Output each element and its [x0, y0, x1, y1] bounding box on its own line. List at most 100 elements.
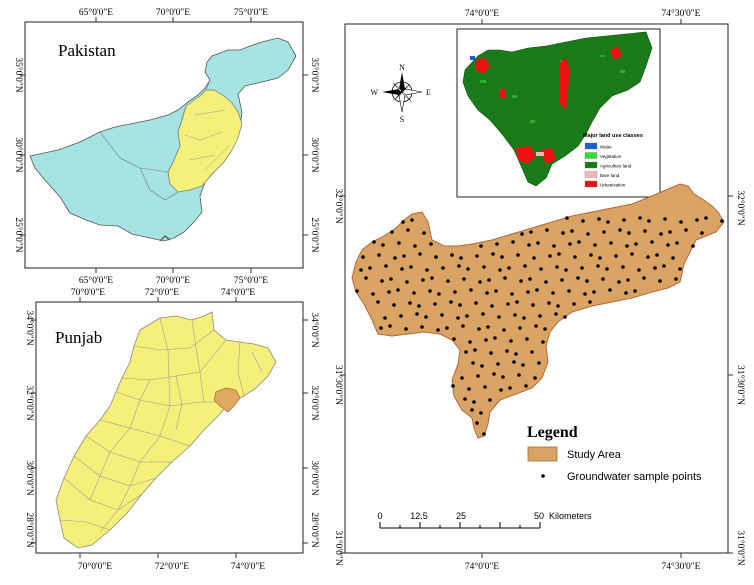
- sample-point: [402, 254, 406, 258]
- sample-points: [355, 216, 724, 436]
- sample-point: [588, 300, 592, 304]
- sample-point: [531, 303, 535, 307]
- sample-point: [405, 280, 409, 284]
- sample-point: [674, 277, 678, 281]
- sample-point: [482, 432, 486, 436]
- sample-point: [491, 252, 495, 256]
- pun-left-tick-3: 30°0'0"N: [24, 460, 35, 495]
- sample-point: [436, 328, 440, 332]
- sample-point: [359, 268, 363, 272]
- sample-point: [529, 230, 533, 234]
- sample-point: [425, 268, 429, 272]
- sample-point: [608, 288, 612, 292]
- sample-point: [601, 277, 605, 281]
- sample-point: [392, 303, 396, 307]
- pakistan-panel: 65°0'0"E 70°0'0"E 75°0'0"E 65°0'0"E 70°0…: [13, 7, 320, 286]
- inset-legend-swatch: [584, 152, 598, 159]
- sample-point: [556, 304, 560, 308]
- sample-point: [471, 361, 475, 365]
- sample-point: [589, 253, 593, 257]
- sample-point: [500, 255, 504, 259]
- sample-point: [515, 300, 519, 304]
- sample-point: [522, 316, 526, 320]
- sample-point: [655, 253, 659, 257]
- sample-point: [495, 242, 499, 246]
- sample-point: [551, 291, 555, 295]
- sample-point: [499, 388, 503, 392]
- sample-point: [479, 244, 483, 248]
- sample-point: [572, 302, 576, 306]
- punjab-title: Punjab: [55, 328, 102, 347]
- sample-point: [460, 376, 464, 380]
- sample-point: [642, 276, 646, 280]
- sample-point: [472, 400, 476, 404]
- sample-point: [494, 289, 498, 293]
- sample-point: [404, 327, 408, 331]
- sample-point: [653, 266, 657, 270]
- sample-point: [704, 216, 708, 220]
- sample-point: [482, 265, 486, 269]
- sample-point: [581, 219, 585, 223]
- sample-point: [417, 304, 421, 308]
- sample-point: [461, 324, 465, 328]
- sample-point: [630, 252, 634, 256]
- inset-land-use-map: [462, 31, 653, 187]
- pun-bottom-tick-2: 72°0'0"E: [155, 561, 189, 572]
- sample-point: [532, 256, 536, 260]
- sample-point: [505, 349, 509, 353]
- sample-point: [597, 217, 601, 221]
- sample-point: [410, 218, 414, 222]
- sample-point: [541, 340, 545, 344]
- sample-point: [547, 301, 551, 305]
- sample-point: [484, 338, 488, 342]
- sample-point: [459, 256, 463, 260]
- sample-point: [502, 328, 506, 332]
- pak-left-tick-2: 30°0'0"N: [13, 137, 24, 172]
- sample-point: [465, 314, 469, 318]
- sample-point: [415, 312, 419, 316]
- legend-study-area-label: Study Area: [567, 449, 622, 461]
- scale-tick-1: 12.5: [410, 511, 428, 521]
- sample-point: [557, 252, 561, 256]
- sample-point: [520, 232, 524, 236]
- sample-point: [576, 276, 580, 280]
- sample-point: [453, 290, 457, 294]
- sample-point: [624, 291, 628, 295]
- sample-point: [422, 231, 426, 235]
- sample-point: [555, 265, 559, 269]
- main-left-tick-3: 31°0'0"N: [333, 530, 344, 565]
- sample-point: [666, 243, 670, 247]
- sample-point: [527, 243, 531, 247]
- pak-right-tick-2: 30°0'0"N: [309, 137, 320, 172]
- sample-point: [573, 255, 577, 259]
- main-right-tick-3: 31°0'0"N: [735, 530, 746, 565]
- sample-point: [548, 254, 552, 258]
- sample-point: [476, 374, 480, 378]
- sample-point: [534, 324, 538, 328]
- inset-legend-label: Urbanization: [600, 183, 626, 188]
- sample-point: [633, 289, 637, 293]
- sample-point: [479, 411, 483, 415]
- sample-point: [486, 325, 490, 329]
- sample-point: [464, 350, 468, 354]
- inset-legend: Water Vegetation Agriculture land Bare land…: [584, 142, 632, 188]
- main-left-tick-2: 31°30'0"N: [333, 365, 344, 405]
- pak-bottom-tick-2: 70°0'0"E: [156, 275, 190, 286]
- sample-point: [518, 326, 522, 330]
- sample-point: [513, 313, 517, 317]
- sample-point: [408, 301, 412, 305]
- sample-point: [695, 218, 699, 222]
- compass-e: E: [426, 88, 431, 97]
- sample-point: [481, 312, 485, 316]
- sample-point: [397, 241, 401, 245]
- sample-point: [421, 278, 425, 282]
- pak-bottom-tick-3: 75°0'0"E: [234, 275, 268, 286]
- sample-point: [463, 397, 467, 401]
- sample-point: [468, 340, 472, 344]
- sample-point: [596, 264, 600, 268]
- main-top-tick-1: 74°0'0"E: [465, 8, 499, 19]
- sample-point: [473, 348, 477, 352]
- sample-point: [537, 361, 541, 365]
- sample-point: [430, 276, 434, 280]
- sample-point: [583, 292, 587, 296]
